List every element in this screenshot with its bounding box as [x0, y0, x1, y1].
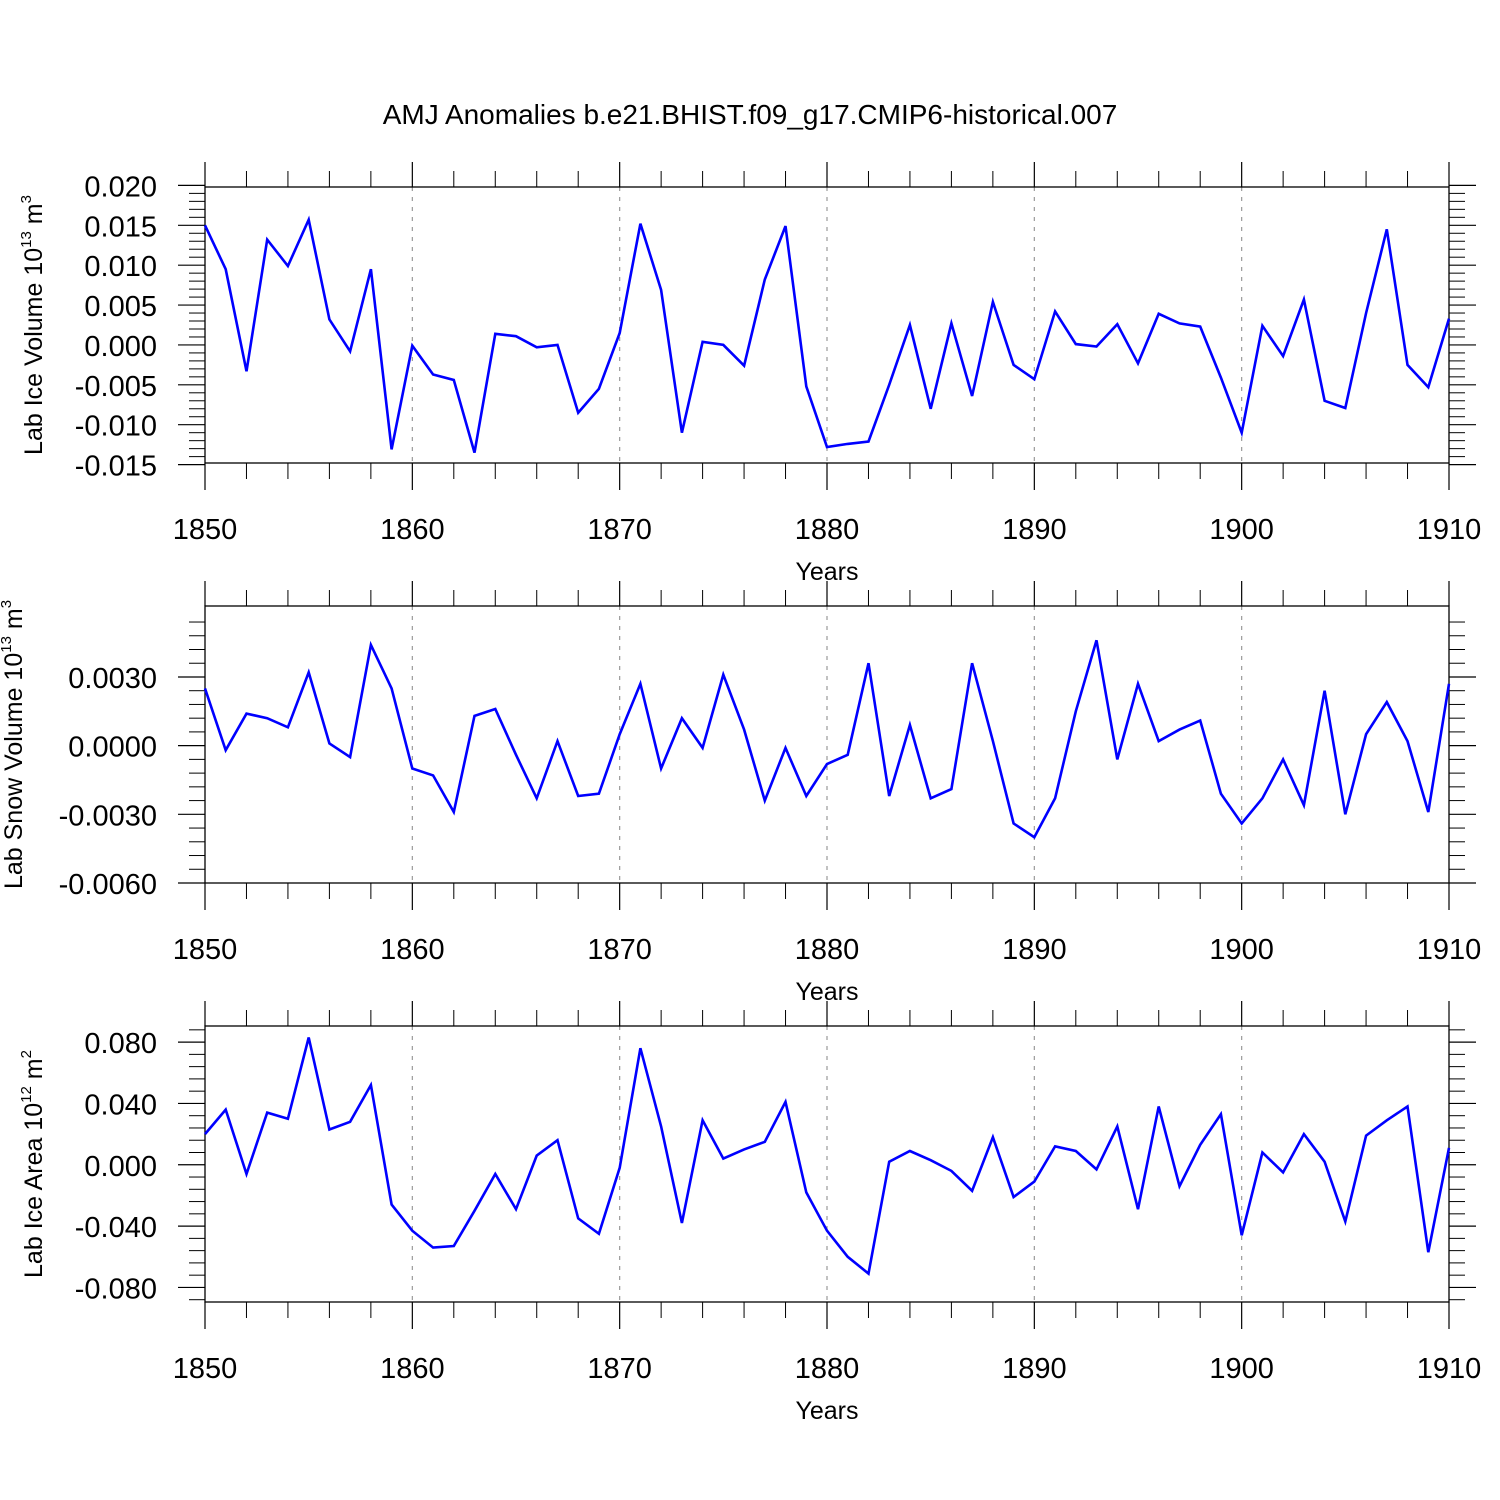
x-tick-label: 1900 — [1209, 934, 1274, 966]
y-tick-label: 0.020 — [84, 171, 157, 203]
y-axis-label-exponent: 12 — [18, 1086, 35, 1103]
y-tick-label: 0.000 — [84, 1151, 157, 1183]
y-tick-label: 0.010 — [84, 251, 157, 283]
y-axis-label: Lab Ice Area 1012 m2 — [18, 1050, 48, 1278]
x-tick-label: 1850 — [173, 1353, 238, 1385]
x-tick-label: 1890 — [1002, 514, 1067, 546]
x-tick-label: 1880 — [795, 514, 860, 546]
figure-title: AMJ Anomalies b.e21.BHIST.f09_g17.CMIP6-… — [383, 99, 1118, 130]
x-tick-label: 1900 — [1209, 1353, 1274, 1385]
x-tick-label: 1860 — [380, 1353, 445, 1385]
x-tick-label: 1880 — [795, 934, 860, 966]
y-axis-label-unit: m — [20, 203, 48, 231]
x-tick-label: 1900 — [1209, 514, 1274, 546]
y-axis-label: Lab Snow Volume 1013 m3 — [0, 600, 28, 889]
y-tick-label: -0.010 — [75, 411, 157, 443]
series-line-ice-area — [204, 1037, 1451, 1276]
y-axis-label-unit: m — [0, 608, 28, 636]
y-tick-label: 0.005 — [84, 291, 157, 323]
y-axis-label-exponent: 13 — [18, 231, 35, 248]
panels: 1850 1860 1870 1880 1890 1900 1910 Years 0.020 0.… — [0, 162, 1481, 1425]
y-tick-label: 0.080 — [84, 1028, 157, 1060]
y-tick-label: 0.000 — [84, 331, 157, 363]
series-line-snow-volume — [203, 639, 1451, 840]
x-tick-label: 1850 — [173, 514, 238, 546]
x-tick-label: 1880 — [795, 1353, 860, 1385]
x-tick-label: 1860 — [380, 934, 445, 966]
x-tick-label: 1870 — [587, 1353, 652, 1385]
y-axis-label: Lab Ice Volume 1013 m3 — [18, 195, 48, 455]
y-tick-label: 0.0000 — [68, 732, 157, 764]
y-axis-label-text: Lab Ice Volume 10 — [20, 248, 48, 455]
y-axis-label-text: Lab Ice Area 10 — [20, 1103, 48, 1278]
x-tick-label: 1910 — [1417, 934, 1482, 966]
y-tick-label: -0.080 — [75, 1273, 157, 1305]
series-line-ice-volume — [203, 215, 1451, 453]
x-tick-label: 1850 — [173, 934, 238, 966]
y-tick-label: -0.0060 — [59, 869, 157, 901]
y-tick-label: -0.0030 — [59, 800, 157, 832]
panel-snow-volume: 1850 1860 1870 1880 1890 1900 1910Years0.00300… — [0, 581, 1481, 1006]
y-axis-label-text: Lab Snow Volume 10 — [0, 653, 28, 889]
x-tick-label: 1910 — [1417, 1353, 1482, 1385]
y-axis-label-unit-exponent: 3 — [18, 195, 35, 203]
panel-ice-volume: 1850 1860 1870 1880 1890 1900 1910Years0.0200.… — [18, 162, 1481, 586]
panel-ice-area: 1850 1860 1870 1880 1890 1900 1910 Years 0.080 0.… — [18, 1001, 1481, 1425]
y-tick-label: 0.015 — [84, 211, 157, 243]
x-tick-label: 1870 — [587, 514, 652, 546]
x-tick-label: 1860 — [380, 514, 445, 546]
y-tick-label: -0.005 — [75, 371, 157, 403]
x-tick-label: 1890 — [1002, 1353, 1067, 1385]
y-tick-label: 0.0030 — [68, 663, 157, 695]
x-tick-label: 1890 — [1002, 934, 1067, 966]
y-tick-label: -0.015 — [75, 451, 157, 483]
y-axis-label-unit: m — [20, 1058, 48, 1086]
x-tick-label: 1910 — [1417, 514, 1482, 546]
y-tick-label: 0.040 — [84, 1089, 157, 1121]
y-axis-label-unit-exponent: 2 — [18, 1050, 35, 1058]
y-axis-label-exponent: 13 — [0, 636, 15, 653]
x-tick-label: 1870 — [587, 934, 652, 966]
x-axis-label: Years — [795, 1397, 858, 1425]
y-tick-label: -0.040 — [75, 1212, 157, 1244]
y-axis-label-unit-exponent: 3 — [0, 600, 15, 608]
